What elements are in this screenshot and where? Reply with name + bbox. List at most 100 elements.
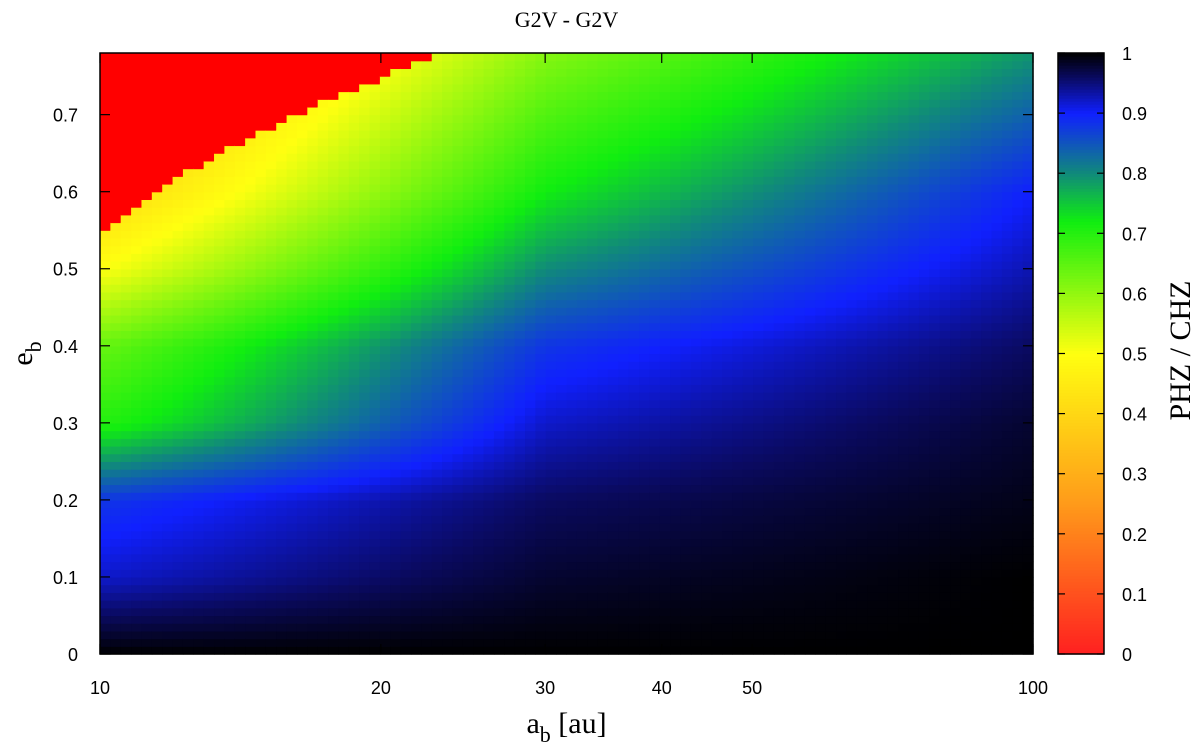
heatmap-cell [276, 322, 288, 331]
heatmap-cell [214, 68, 225, 77]
heatmap-cell [566, 60, 578, 70]
heatmap-cell [690, 476, 702, 486]
heatmap-cell [328, 60, 340, 70]
heatmap-cell [245, 345, 257, 355]
heatmap-cell [369, 245, 381, 254]
heatmap-cell [639, 515, 651, 524]
heatmap-cell [618, 615, 630, 624]
heatmap-cell [576, 60, 588, 70]
heatmap-cell [462, 60, 474, 70]
heatmap-cell [421, 307, 433, 316]
heatmap-cell [742, 276, 754, 285]
heatmap-cell [607, 191, 619, 200]
heatmap-cell [639, 222, 651, 231]
heatmap-cell [732, 576, 744, 586]
heatmap-cell [151, 561, 163, 570]
heatmap-cell [442, 137, 454, 147]
heatmap-cell [131, 461, 143, 470]
heatmap-cell [566, 392, 578, 401]
heatmap-cell [659, 76, 671, 85]
heatmap-cell [597, 530, 609, 540]
heatmap-cell [224, 384, 236, 393]
heatmap-cell [255, 137, 267, 147]
heatmap-cell [618, 253, 630, 262]
heatmap-cell [753, 576, 765, 586]
heatmap-cell [690, 314, 702, 324]
heatmap-cell [224, 415, 236, 424]
heatmap-cell [618, 207, 630, 216]
heatmap-cell [587, 353, 599, 362]
heatmap-cell [328, 361, 340, 370]
heatmap-cell [369, 176, 381, 185]
heatmap-cell [421, 484, 433, 493]
heatmap-cell [151, 330, 163, 339]
heatmap-cell [701, 345, 713, 355]
heatmap-cell [162, 83, 174, 93]
heatmap-cell [680, 307, 692, 316]
heatmap-cell [607, 530, 619, 540]
heatmap-cell [307, 322, 319, 331]
heatmap-cell [255, 361, 267, 370]
heatmap-cell [587, 191, 599, 200]
heatmap-cell [286, 222, 298, 231]
heatmap-cell [618, 353, 630, 362]
heatmap-cell [265, 183, 277, 193]
heatmap-cell [162, 322, 174, 331]
heatmap-cell [369, 422, 381, 432]
heatmap-cell [514, 384, 526, 393]
heatmap-cell [369, 237, 381, 247]
heatmap-cell [307, 183, 319, 193]
heatmap-cell [431, 122, 443, 131]
heatmap-cell [307, 214, 319, 224]
heatmap-cell [255, 268, 267, 278]
heatmap-cell [296, 176, 308, 185]
heatmap-cell [317, 600, 329, 609]
heatmap-cell [151, 376, 163, 385]
heatmap-cell [162, 623, 174, 632]
heatmap-cell [307, 523, 319, 532]
heatmap-cell [545, 137, 557, 147]
heatmap-cell [245, 607, 257, 617]
heatmap-cell [587, 230, 599, 239]
heatmap-cell [359, 615, 371, 624]
heatmap-cell [131, 153, 143, 162]
heatmap-cell [328, 461, 340, 470]
heatmap-cell [659, 507, 671, 516]
heatmap-cell [245, 592, 257, 601]
heatmap-cell [400, 353, 412, 362]
heatmap-cell [120, 276, 132, 285]
heatmap-cell [556, 538, 568, 547]
heatmap-cell [265, 245, 277, 254]
heatmap-cell [732, 338, 744, 347]
heatmap-cell [286, 422, 298, 432]
heatmap-cell [711, 399, 723, 409]
heatmap-cell [483, 492, 495, 501]
heatmap-cell [587, 415, 599, 424]
heatmap-cell [431, 345, 443, 355]
heatmap-cell [296, 630, 308, 640]
heatmap-cell [131, 422, 143, 432]
heatmap-cell [348, 307, 360, 316]
heatmap-cell [172, 630, 184, 640]
heatmap-cell [431, 314, 443, 324]
heatmap-cell [514, 207, 526, 216]
heatmap-cell [753, 183, 765, 193]
heatmap-cell [120, 592, 132, 601]
heatmap-cell [411, 507, 422, 516]
heatmap-cell [369, 392, 381, 401]
heatmap-cell [214, 630, 225, 640]
heatmap-cell [400, 160, 412, 170]
heatmap-cell [110, 145, 122, 154]
heatmap-cell [690, 646, 702, 655]
heatmap-cell [276, 284, 288, 293]
heatmap-cell [753, 291, 765, 301]
heatmap-cell [151, 607, 163, 617]
heatmap-cell [286, 207, 298, 216]
heatmap-cell [597, 453, 609, 462]
heatmap-cell [296, 592, 308, 601]
heatmap-cell [151, 615, 163, 624]
heatmap-cell [328, 168, 340, 177]
heatmap-cell [131, 338, 143, 347]
heatmap-cell [338, 53, 350, 62]
heatmap-cell [328, 145, 340, 154]
